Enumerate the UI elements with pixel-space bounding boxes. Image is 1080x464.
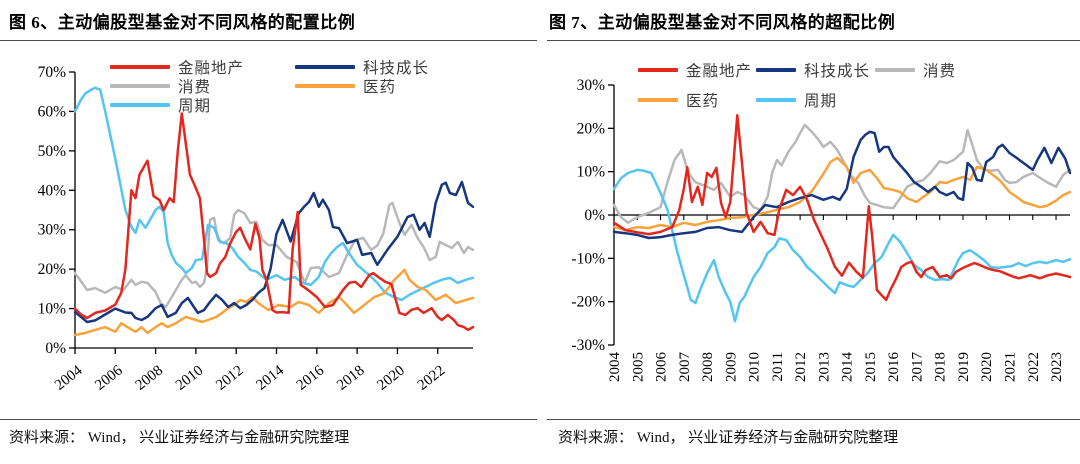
x-tick-label: 2019 [956, 352, 972, 382]
series-line-周期 [612, 168, 1072, 323]
series-line-医药 [612, 156, 1072, 232]
x-tick-label: 2010 [173, 363, 206, 394]
figure-7-panel: 图 7、主动偏股型基金对不同风格的超配比例 -30% -20% -10% 0% 10% 2… [540, 0, 1080, 464]
x-tick-label: 2004 [52, 362, 86, 393]
figure-6-title: 图 6、主动偏股型基金对不同风格的配置比例 [9, 13, 356, 32]
x-tick-label: 2014 [840, 352, 856, 383]
y-tick-label: 10% [38, 301, 67, 318]
x-tick-label: 2014 [253, 362, 287, 393]
y-tick-label: 0% [45, 340, 66, 357]
x-tick-label: 2018 [933, 352, 949, 382]
y-tick-label: 30% [38, 222, 67, 239]
series-line-消费 [73, 201, 475, 309]
y-tick-label: -20% [571, 294, 605, 311]
y-tick-label: -10% [571, 250, 605, 267]
x-tick-label: 2022 [415, 363, 448, 394]
x-tick-label: 2018 [334, 363, 367, 394]
x-tick-label: 2005 [630, 352, 646, 382]
x-tick-label: 2009 [723, 352, 739, 382]
y-tick-label: 50% [38, 143, 67, 160]
x-tick-label: 2006 [92, 362, 126, 393]
x-tick-label: 2016 [886, 352, 902, 383]
y-tick-label: 0% [584, 207, 605, 224]
series-line-金融地产 [612, 114, 1072, 302]
series-line-科技成长 [612, 130, 1072, 240]
figure-7-chart: -30% -20% -10% 0% 10% 20% 30% 2004 2005 2006 2007 2… [571, 77, 1072, 383]
figure-6-title-divider [0, 40, 537, 41]
x-tick-label: 2020 [374, 363, 407, 394]
figure-7-title-divider [547, 40, 1080, 41]
figure-7-source: 资料来源： Wind， 兴业证券经济与金融研究院整理 [558, 430, 899, 446]
series-line-医药 [73, 268, 475, 337]
x-tick-label: 2012 [213, 363, 246, 394]
x-tick-label: 2016 [294, 362, 328, 393]
x-tick-label: 2011 [770, 352, 786, 381]
x-tick-label: 2007 [677, 352, 693, 383]
y-tick-label: -30% [571, 337, 605, 354]
series-line-周期 [73, 86, 475, 302]
y-tick-label: 70% [38, 64, 67, 81]
x-tick-label: 2013 [816, 352, 832, 382]
y-tick-label: 60% [38, 103, 67, 120]
figure-7-source-divider [547, 419, 1080, 420]
y-tick-label: 20% [38, 261, 67, 278]
x-tick-label: 2010 [747, 352, 763, 382]
series-line-金融地产 [73, 112, 475, 332]
x-tick-label: 2021 [1003, 352, 1019, 382]
x-tick-label: 2008 [700, 352, 716, 382]
y-tick-label: 20% [577, 120, 606, 137]
figure-7-title: 图 7、主动偏股型基金对不同风格的超配比例 [549, 13, 896, 32]
figure-6-panel: 图 6、主动偏股型基金对不同风格的配置比例 0% 10% 20% 30% 40% 50% 6… [0, 13, 537, 446]
figure-6-chart: 0%10%20%30%40%50%60%70%2004 2006 2008 2010 2… [38, 64, 475, 394]
y-tick-label: 10% [577, 164, 606, 181]
y-tick-label: 40% [38, 182, 67, 199]
x-tick-label: 2020 [979, 352, 995, 382]
x-tick-label: 2015 [863, 352, 879, 382]
x-tick-label: 2017 [909, 352, 925, 383]
x-tick-label: 2006 [654, 352, 670, 383]
series-line-消费 [612, 123, 1072, 225]
x-tick-label: 2023 [1049, 352, 1065, 382]
figure-6-source-divider [0, 419, 537, 420]
y-tick-label: 30% [577, 77, 606, 94]
x-tick-label: 2008 [133, 363, 166, 394]
figure-6-source: 资料来源： Wind， 兴业证券经济与金融研究院整理 [9, 430, 350, 446]
x-tick-label: 2022 [1026, 352, 1042, 382]
x-tick-label: 2004 [607, 352, 623, 383]
x-tick-label: 2012 [793, 352, 809, 382]
series-line-科技成长 [73, 180, 475, 324]
